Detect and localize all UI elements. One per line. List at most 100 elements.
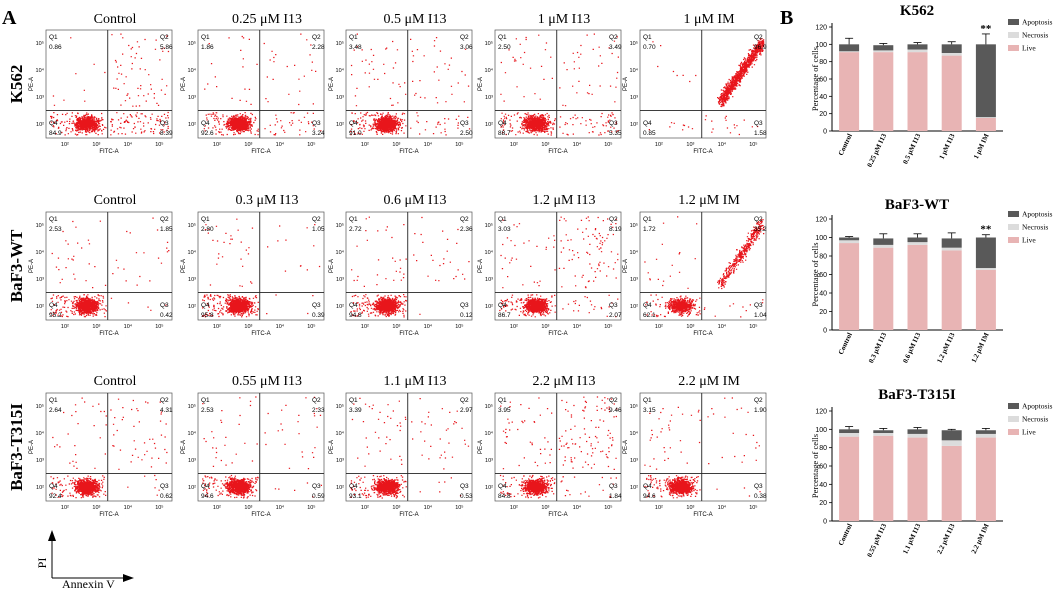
y-tick-label: 10⁴ xyxy=(485,67,494,74)
y-tick-label: 10⁴ xyxy=(485,249,494,256)
q4-label: Q4 xyxy=(498,302,507,309)
x-tick-label: 10² xyxy=(510,505,518,511)
q3-value: 0.39 xyxy=(312,312,325,319)
x-axis-label: FITC-A xyxy=(693,149,712,155)
q1-value: 3.39 xyxy=(349,407,362,414)
q2-value: 96.9 xyxy=(754,44,767,51)
bar-segment-apoptosis xyxy=(941,44,962,53)
q2-label: Q2 xyxy=(754,216,763,223)
flow-plot: 1.1 μM I13 Q1 3.39 Q2 2.97 Q3 0.53 Q4 93.1 10² 10²… xyxy=(329,374,473,518)
bar-segment-apoptosis xyxy=(941,430,962,441)
q3-value: 2.50 xyxy=(460,130,473,137)
q2-value: 3.06 xyxy=(460,44,473,51)
x-tick-label: 10² xyxy=(361,324,369,330)
y-tick-label: 10⁴ xyxy=(630,249,639,256)
y-tick-label: 10² xyxy=(630,122,638,128)
bar-segment-necrosis xyxy=(873,433,894,436)
flow-plot-title: 1.1 μM I13 xyxy=(383,374,446,389)
q4-label: Q4 xyxy=(49,302,58,309)
flow-plot-frame xyxy=(197,29,325,139)
bar-segment-live xyxy=(941,445,962,521)
y-tick-label: 10⁴ xyxy=(188,430,197,437)
x-tick-label: 10⁵ xyxy=(604,504,612,511)
y-tick-label: 10² xyxy=(336,304,344,310)
flow-plot-frame xyxy=(494,392,622,502)
bar-segment-live xyxy=(941,250,962,330)
q2-value: 1.05 xyxy=(312,226,325,233)
flow-plot-frame xyxy=(345,211,473,321)
q4-label: Q4 xyxy=(643,120,652,127)
x-tick-label: 10⁴ xyxy=(276,141,285,148)
flow-dots xyxy=(648,38,765,136)
x-tick-label: 10⁵ xyxy=(455,504,463,511)
q3-value: 0.59 xyxy=(312,493,325,500)
q3-label: Q3 xyxy=(160,120,169,127)
flow-plot: 2.2 μM I13 Q1 3.95 Q2 9.46 Q3 1.84 Q4 84.8 10² 10²… xyxy=(478,374,622,518)
q1-label: Q1 xyxy=(49,216,58,223)
axis-legend-x-arrow xyxy=(123,574,134,582)
q3-value: 0.42 xyxy=(160,312,173,319)
q1-label: Q1 xyxy=(49,397,58,404)
x-tick-label: 10⁵ xyxy=(307,504,315,511)
flow-plot-frame xyxy=(639,211,767,321)
flow-plot: 0.5 μM I13 Q1 3.48 Q2 3.06 Q3 2.50 Q4 91.0 10² 10²… xyxy=(329,12,473,155)
legend-swatch-apoptosis xyxy=(1008,403,1019,409)
q3-value: 5.35 xyxy=(609,130,622,137)
bar-segment-necrosis xyxy=(941,440,962,446)
y-tick-label: 10² xyxy=(188,304,196,310)
y-axis-label: PE-A xyxy=(478,77,484,91)
x-axis-label: FITC-A xyxy=(548,149,567,155)
q3-value: 2.07 xyxy=(609,312,622,319)
x-tick-label: 10⁴ xyxy=(124,323,133,330)
q1-value: 3.15 xyxy=(643,407,656,414)
x-axis-label: FITC-A xyxy=(99,331,118,337)
y-tick-label: 10³ xyxy=(36,95,44,101)
x-axis-label: FITC-A xyxy=(399,149,418,155)
x-tick-label: 10³ xyxy=(686,505,694,511)
y-tick-label: 10⁴ xyxy=(485,430,494,437)
y-tick-label: 20 xyxy=(819,111,827,118)
q2-label: Q2 xyxy=(312,216,321,223)
q1-label: Q1 xyxy=(498,34,507,41)
q3-value: 1.04 xyxy=(754,312,767,319)
x-tick-label: 10⁵ xyxy=(307,141,315,148)
y-tick-label: 10⁵ xyxy=(36,222,44,229)
x-tick-label: 10⁵ xyxy=(155,323,163,330)
legend-swatch-necrosis xyxy=(1008,224,1019,230)
category-label: 1.2 μM I13 xyxy=(936,331,957,364)
category-label: 1.2 μM IM xyxy=(970,331,991,364)
q2-value: 2.28 xyxy=(312,44,325,51)
bar-segment-apoptosis xyxy=(873,238,894,245)
y-tick-label: 10⁴ xyxy=(188,67,197,74)
x-axis-label: FITC-A xyxy=(548,512,567,518)
legend-swatch-apoptosis xyxy=(1008,19,1019,25)
flow-cytometry-grid: K562 Control Q1 0.86 Q2 5.86 Q3 8.39 Q4 84.9 10² 10… xyxy=(7,12,767,518)
bar-segment-apoptosis xyxy=(975,430,996,434)
x-axis-label: FITC-A xyxy=(251,149,270,155)
x-tick-label: 10⁴ xyxy=(573,323,582,330)
axis-legend-y-label: PI xyxy=(35,558,49,569)
q3-label: Q3 xyxy=(754,302,763,309)
flow-plot: 1 μM I13 Q1 2.50 Q2 3.49 Q3 5.35 Q4 88.7 10² 10² 10… xyxy=(478,12,622,155)
y-tick-label: 10³ xyxy=(630,458,638,464)
y-tick-label: 10² xyxy=(36,122,44,128)
q4-label: Q4 xyxy=(349,120,358,127)
flow-plot: 2.2 μM IM Q1 3.15 Q2 1.90 Q3 0.38 Q4 94.6 10² 10² 1… xyxy=(623,374,767,518)
legend-swatch-apoptosis xyxy=(1008,211,1019,217)
q3-value: 1.58 xyxy=(754,130,767,137)
x-tick-label: 10³ xyxy=(392,505,400,511)
y-tick-label: 10² xyxy=(36,485,44,491)
y-tick-label: 40 xyxy=(819,94,827,101)
q4-value: 91.0 xyxy=(349,130,362,137)
q2-label: Q2 xyxy=(160,216,169,223)
bar-chart: BaF3-WT 0 20 40 60 80 100 120 Percentage of cell… xyxy=(810,197,1053,364)
bar-segment-necrosis xyxy=(873,50,894,53)
significance-mark: ** xyxy=(980,224,992,236)
y-tick-label: 10⁴ xyxy=(630,430,639,437)
flow-dots xyxy=(50,33,170,136)
x-tick-label: 10² xyxy=(655,142,663,148)
row-label: BaF3-WT xyxy=(7,229,26,302)
flow-plot-frame xyxy=(197,211,325,321)
x-tick-label: 10⁵ xyxy=(604,323,612,330)
